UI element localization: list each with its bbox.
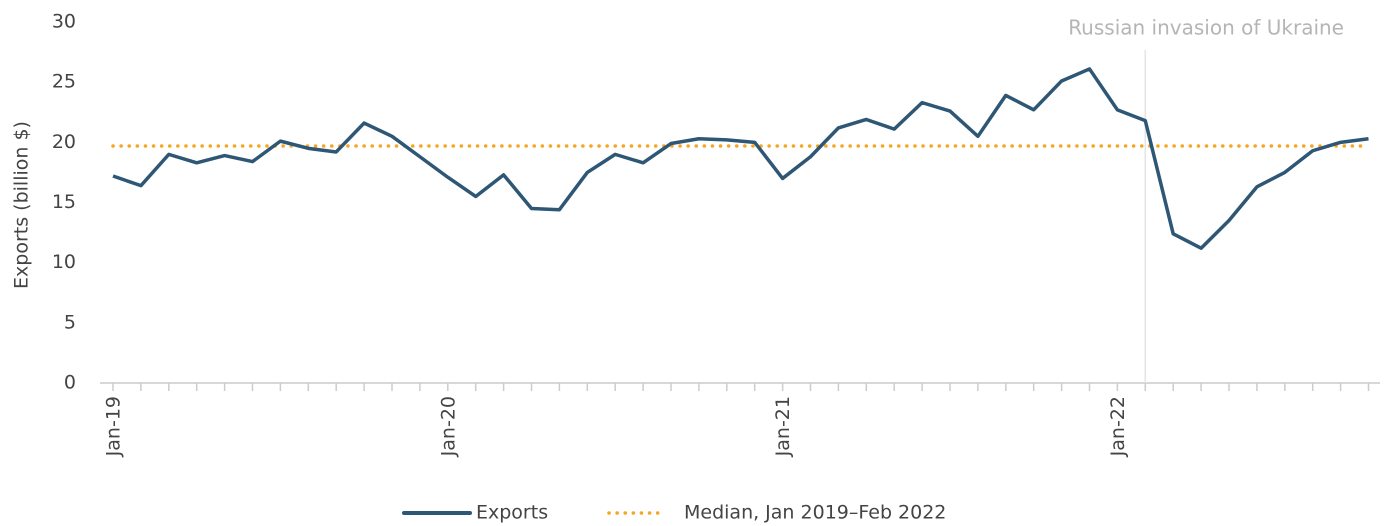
annotation-text: Russian invasion of Ukraine xyxy=(1068,16,1344,40)
x-tick-label: Jan-21 xyxy=(772,396,794,457)
series-line xyxy=(112,67,1369,250)
y-tick-label: 0 xyxy=(64,372,76,394)
y-tick-label: 15 xyxy=(52,191,76,213)
x-tick-label: Jan-20 xyxy=(437,396,459,457)
y-tick-label: 10 xyxy=(52,251,76,273)
legend-label: Median, Jan 2019–Feb 2022 xyxy=(684,502,946,524)
x-tick-label: Jan-22 xyxy=(1107,396,1129,457)
y-tick-label: 25 xyxy=(52,71,76,93)
y-tick-label: 20 xyxy=(52,131,76,153)
legend-label: Exports xyxy=(476,502,548,524)
y-tick-label: 5 xyxy=(64,311,76,333)
y-axis-title: Exports (billion $) xyxy=(11,121,33,289)
x-tick-label: Jan-19 xyxy=(103,396,125,457)
y-tick-label: 30 xyxy=(52,11,76,33)
